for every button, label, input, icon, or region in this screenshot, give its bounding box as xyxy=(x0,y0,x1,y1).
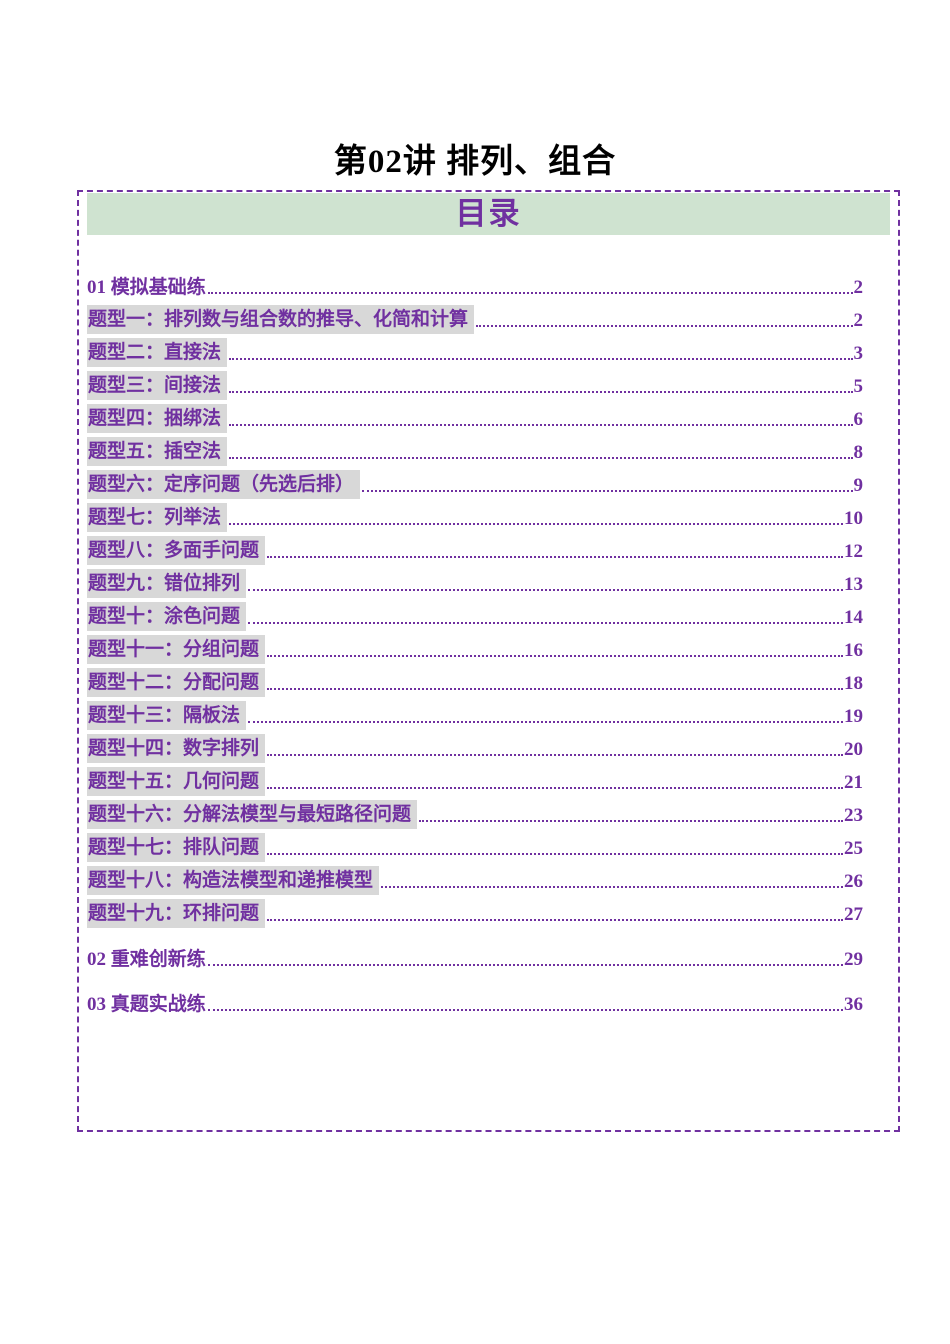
toc-entry[interactable]: 题型一：排列数与组合数的推导、化简和计算 2 xyxy=(87,301,863,334)
dot-leader xyxy=(229,457,853,459)
toc-entry-label: 题型二：直接法 xyxy=(87,338,228,367)
dot-leader xyxy=(267,787,843,789)
toc-entry-page: 18 xyxy=(844,673,863,694)
toc-entry-label: 题型十五：几何问题 xyxy=(87,767,266,796)
dot-leader xyxy=(267,853,843,855)
toc-entry-page: 6 xyxy=(853,409,864,430)
toc-entry[interactable]: 题型十三：隔板法 19 xyxy=(87,697,863,730)
toc-entry-page: 2 xyxy=(853,277,864,298)
toc-header: 目录 xyxy=(455,196,522,231)
toc-entry-label: 题型十：涂色问题 xyxy=(87,602,247,631)
dot-leader xyxy=(267,754,843,756)
dot-leader xyxy=(207,964,843,966)
toc-entry[interactable]: 题型九：错位排列 13 xyxy=(87,565,863,598)
toc-entry-label: 题型九：错位排列 xyxy=(87,569,247,598)
dot-leader xyxy=(381,886,843,888)
toc-entry-label: 题型十二：分配问题 xyxy=(87,668,266,697)
toc-entry[interactable]: 题型八：多面手问题 12 xyxy=(87,532,863,565)
toc-entry-label: 题型十七：排队问题 xyxy=(87,833,266,862)
toc-entry[interactable]: 题型十八：构造法模型和递推模型 26 xyxy=(87,862,863,895)
dot-leader xyxy=(229,391,853,393)
toc-entry-page: 29 xyxy=(844,949,863,970)
toc-entry-page: 26 xyxy=(844,871,863,892)
dot-leader xyxy=(229,358,853,360)
dot-leader xyxy=(248,622,843,624)
toc-entry[interactable]: 题型十六：分解法模型与最短路径问题 23 xyxy=(87,796,863,829)
toc-entry-page: 27 xyxy=(844,904,863,925)
toc-entry-page: 14 xyxy=(844,607,863,628)
toc-entry-label: 题型十四：数字排列 xyxy=(87,734,266,763)
toc-entry-label: 03 真题实战练 xyxy=(87,994,206,1015)
toc-entry-label: 题型三：间接法 xyxy=(87,371,228,400)
toc-banner: 目录 xyxy=(87,193,890,235)
toc-entry[interactable]: 题型十：涂色问题 14 xyxy=(87,598,863,631)
toc-entry-label: 题型十三：隔板法 xyxy=(87,701,247,730)
toc-entry[interactable]: 03 真题实战练 36 xyxy=(87,985,863,1018)
dot-leader xyxy=(267,919,843,921)
toc-entry-page: 25 xyxy=(844,838,863,859)
toc-entry[interactable]: 题型六：定序问题（先选后排） 9 xyxy=(87,466,863,499)
toc-entry-page: 5 xyxy=(853,376,864,397)
toc-entry-page: 21 xyxy=(844,772,863,793)
toc-entry-page: 2 xyxy=(853,310,864,331)
toc-entry-label: 02 重难创新练 xyxy=(87,949,206,970)
dot-leader xyxy=(362,490,853,492)
page-title: 第02讲 排列、组合 xyxy=(333,144,617,180)
dot-leader xyxy=(207,292,853,294)
toc-entry-label: 题型八：多面手问题 xyxy=(87,536,266,565)
toc-entry-page: 16 xyxy=(844,640,863,661)
toc-entry[interactable]: 题型十四：数字排列 20 xyxy=(87,730,863,763)
dot-leader xyxy=(248,721,843,723)
toc-entry[interactable]: 02 重难创新练 29 xyxy=(87,940,863,973)
dot-leader xyxy=(267,655,843,657)
toc-entry[interactable]: 题型十一：分组问题 16 xyxy=(87,631,863,664)
dot-leader xyxy=(419,820,843,822)
toc-entry[interactable]: 题型七：列举法 10 xyxy=(87,499,863,532)
toc-entry-page: 23 xyxy=(844,805,863,826)
toc-entry-label: 题型十八：构造法模型和递推模型 xyxy=(87,866,380,895)
dot-leader xyxy=(248,589,843,591)
toc-entry-page: 13 xyxy=(844,574,863,595)
toc-list: 01 模拟基础练 2 题型一：排列数与组合数的推导、化简和计算 2 题型二：直接… xyxy=(87,268,890,1018)
toc-entry[interactable]: 题型十九：环排问题 27 xyxy=(87,895,863,928)
toc-entry-label: 题型六：定序问题（先选后排） xyxy=(87,470,361,499)
toc-entry-page: 10 xyxy=(844,508,863,529)
toc-entry-label: 题型十九：环排问题 xyxy=(87,899,266,928)
toc-box: 目录 01 模拟基础练 2 题型一：排列数与组合数的推导、化简和计算 2 题型二… xyxy=(77,190,900,1132)
toc-entry[interactable]: 题型十五：几何问题 21 xyxy=(87,763,863,796)
toc-entry-label: 题型十一：分组问题 xyxy=(87,635,266,664)
dot-leader xyxy=(267,688,843,690)
toc-entry-label: 题型一：排列数与组合数的推导、化简和计算 xyxy=(87,305,475,334)
toc-entry[interactable]: 题型四：捆绑法 6 xyxy=(87,400,863,433)
toc-entry-page: 12 xyxy=(844,541,863,562)
toc-entry[interactable]: 题型十二：分配问题 18 xyxy=(87,664,863,697)
toc-entry[interactable]: 题型十七：排队问题 25 xyxy=(87,829,863,862)
toc-entry[interactable]: 题型五：插空法 8 xyxy=(87,433,863,466)
toc-entry[interactable]: 题型三：间接法 5 xyxy=(87,367,863,400)
toc-entry[interactable]: 01 模拟基础练 2 xyxy=(87,268,863,301)
toc-entry-page: 9 xyxy=(853,475,864,496)
toc-entry-page: 3 xyxy=(853,343,864,364)
dot-leader xyxy=(267,556,843,558)
toc-entry-page: 19 xyxy=(844,706,863,727)
dot-leader xyxy=(476,325,853,327)
toc-entry-label: 题型七：列举法 xyxy=(87,503,228,532)
dot-leader xyxy=(207,1009,843,1011)
toc-entry-label: 题型四：捆绑法 xyxy=(87,404,228,433)
toc-entry-page: 36 xyxy=(844,994,863,1015)
toc-entry-label: 题型五：插空法 xyxy=(87,437,228,466)
dot-leader xyxy=(229,523,843,525)
toc-entry-label: 题型十六：分解法模型与最短路径问题 xyxy=(87,800,418,829)
toc-entry-page: 20 xyxy=(844,739,863,760)
dot-leader xyxy=(229,424,853,426)
toc-entry-label: 01 模拟基础练 xyxy=(87,277,206,298)
toc-entry[interactable]: 题型二：直接法 3 xyxy=(87,334,863,367)
toc-entry-page: 8 xyxy=(853,442,864,463)
